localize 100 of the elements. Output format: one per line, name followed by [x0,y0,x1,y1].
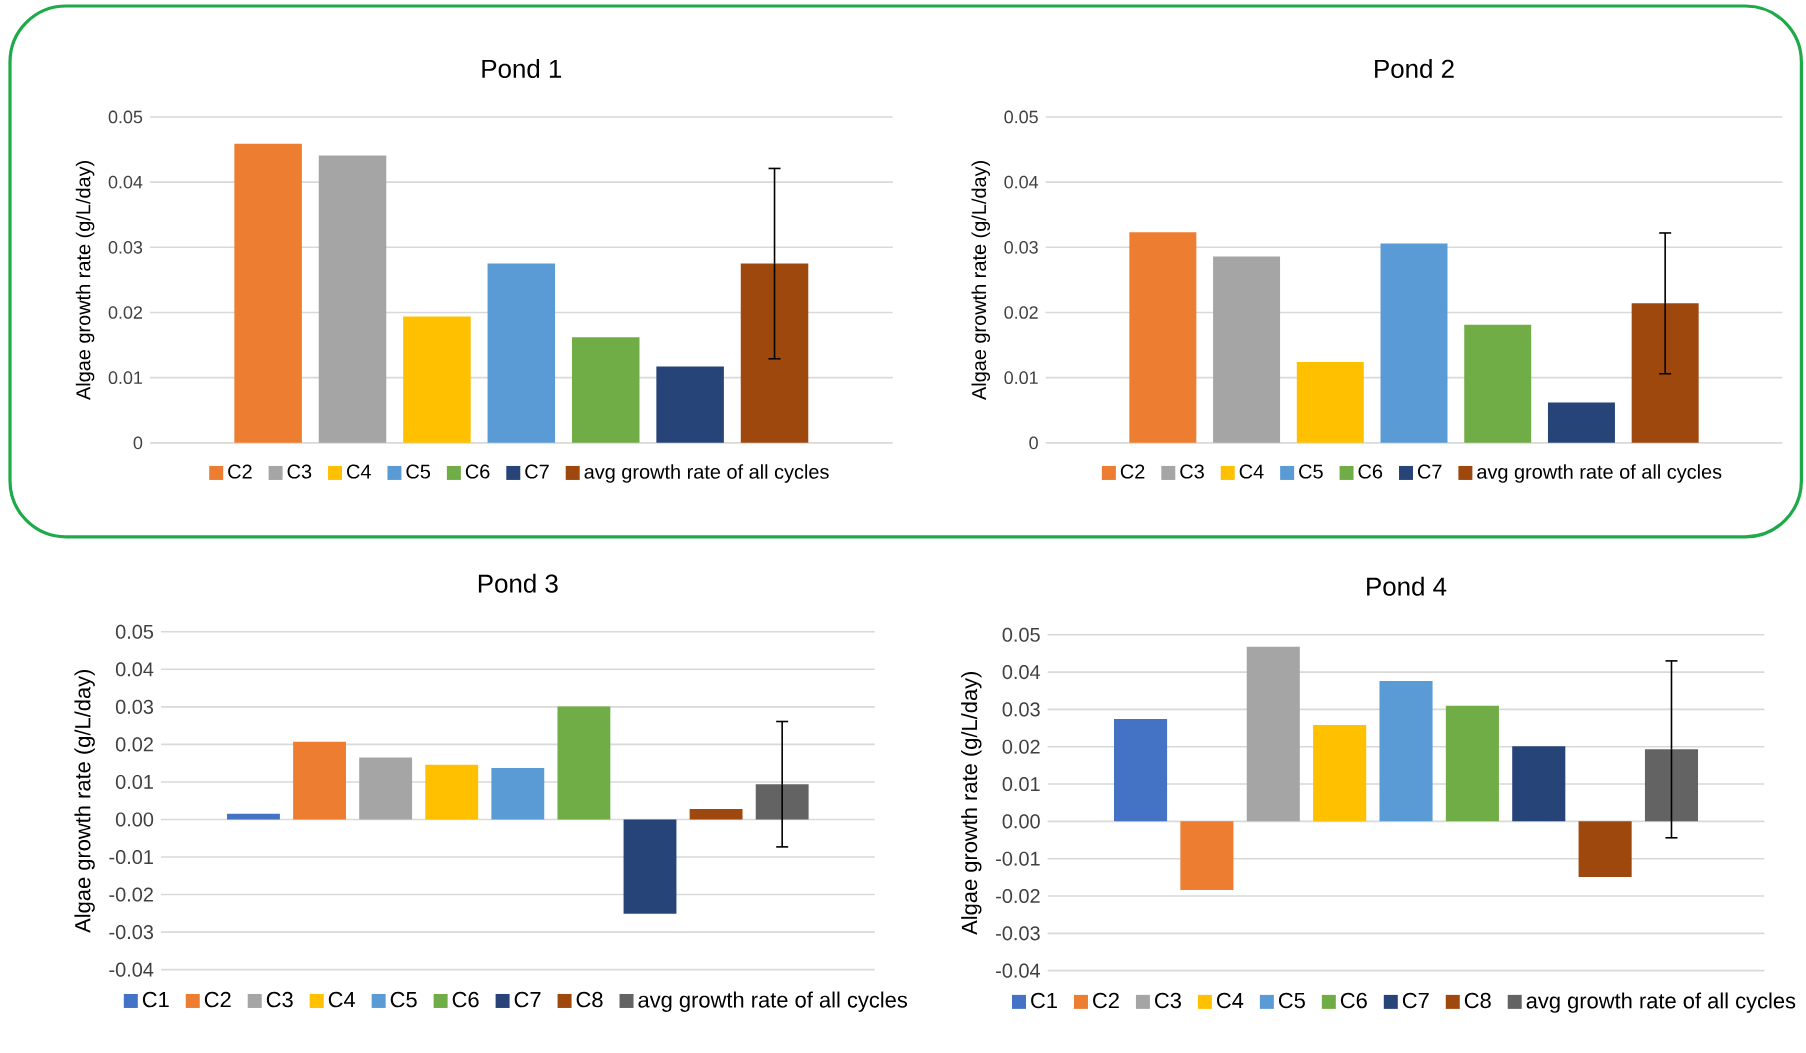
legend-label: C8 [576,992,603,1008]
legend-label: C4 [1217,992,1244,1009]
bar [1246,646,1300,822]
bar [571,337,640,444]
bar [487,263,556,444]
bar [1129,232,1197,444]
bar [359,757,413,820]
y-tick-label: 0.01 [115,775,153,790]
bar [403,316,471,444]
legend-label: C6 [452,992,479,1008]
legend-label: C7 [514,992,541,1008]
bar [1313,725,1367,822]
y-tick-label: 0.01 [1002,777,1040,792]
chart-title: Pond 1 [482,59,562,79]
legend-label: C7 [1402,992,1429,1009]
bar [755,784,809,820]
bar [1578,821,1632,878]
y-tick-label: 0.04 [1002,665,1041,680]
y-tick-label: -0.04 [109,962,154,977]
y-tick-label: 0.00 [1002,814,1040,829]
bar [491,768,545,820]
bar [1180,821,1234,891]
y-tick-label: 0.05 [1004,110,1038,124]
y-tick-label: 0.03 [115,700,154,715]
y-tick-label: 0.02 [115,737,153,752]
legend-label: C5 [1278,992,1305,1009]
bar [1213,256,1281,444]
bar [1445,705,1499,822]
bar [318,155,387,444]
chart-title: Pond 3 [478,573,558,593]
chart-title: Pond 4 [1367,576,1447,596]
bar [1296,362,1364,444]
bar [1464,325,1532,444]
legend-label: avg growth rate of all cycles [584,464,829,483]
legend-label: C2 [1093,992,1119,1009]
y-tick-label: 0 [1029,436,1038,450]
y-tick-label: 0.05 [108,110,143,124]
bar [425,764,479,820]
legend-label: avg growth rate of all cycles [1477,464,1722,483]
bar [1114,719,1168,822]
y-axis-title: Algae growth rate (g/L/day) [75,161,95,401]
y-tick-label: 0.00 [115,812,154,827]
y-tick-label: 0.02 [1004,306,1038,320]
legend-label: C5 [1299,464,1323,479]
y-axis-title: Algae growth rate (g/L/day) [961,672,982,936]
bar [1644,749,1699,822]
bar [1379,681,1433,822]
bar [557,706,611,820]
y-tick-label: 0.01 [1004,371,1038,385]
legend-label: C7 [525,464,549,479]
y-tick-label: 0.02 [108,306,142,320]
y-tick-label: 0.04 [115,662,154,677]
y-tick-label: 0.05 [115,624,154,640]
y-tick-label: -0.02 [996,889,1040,904]
legend-label: C4 [347,464,371,479]
y-tick-label: 0.01 [108,371,143,385]
legend-label: C6 [1358,464,1383,479]
legend-label: C8 [1464,992,1491,1009]
bar [1631,303,1699,444]
bar [689,809,743,820]
legend-label: C7 [1417,464,1442,479]
bar [1512,746,1566,822]
legend-label: C3 [287,464,312,479]
bar [293,741,346,820]
legend-label: C3 [1155,992,1181,1009]
y-tick-label: -0.03 [996,926,1040,941]
legend-label: C2 [1120,464,1145,479]
legend-label: avg growth rate of all cycles [1526,992,1796,1014]
legend-label: C2 [204,992,231,1008]
y-tick-label: 0.04 [1004,175,1039,189]
y-tick-label: 0.02 [1002,739,1040,754]
bar [656,366,724,444]
y-axis-title: Algae growth rate (g/L/day) [971,161,991,401]
y-tick-label: 0.03 [108,241,143,254]
legend-label: C1 [1031,992,1057,1009]
y-tick-label: 0.03 [1004,241,1038,254]
legend-label: C4 [1239,464,1264,479]
bar [234,143,302,444]
legend-label: C3 [1180,464,1204,479]
y-tick-label: -0.03 [109,925,154,940]
y-tick-label: 0.05 [1002,627,1040,643]
y-tick-label: 0.03 [1002,702,1040,717]
y-tick-label: -0.01 [109,850,153,865]
chart-title: Pond 2 [1375,59,1454,79]
y-axis-title: Algae growth rate (g/L/day) [74,670,95,934]
legend-label: C6 [465,464,490,479]
legend-label: C2 [228,464,252,479]
y-tick-label: -0.01 [996,851,1040,866]
y-tick-label: -0.04 [996,963,1041,978]
legend-label: avg growth rate of all cycles [638,991,908,1013]
legend-label: C1 [142,992,169,1008]
legend-label: C5 [406,464,431,479]
legend-label: C6 [1340,992,1367,1009]
legend-label: C3 [266,992,293,1008]
y-tick-label: -0.02 [109,887,153,902]
legend-label: C4 [328,992,356,1008]
bar [1547,402,1615,444]
bar [623,819,677,914]
legend-label: C5 [390,992,417,1008]
y-tick-label: 0 [133,436,143,450]
